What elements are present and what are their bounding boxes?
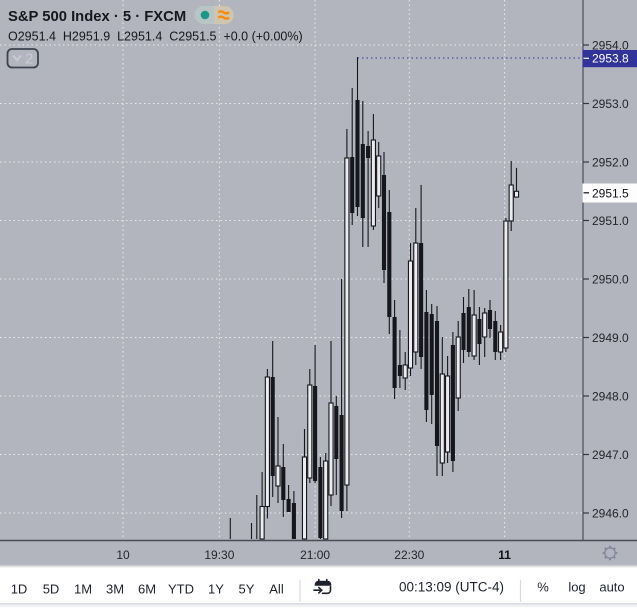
svg-text:2947.0: 2947.0 (592, 448, 629, 462)
svg-text:5Y: 5Y (239, 582, 255, 597)
svg-text:log: log (568, 580, 585, 595)
svg-text:19:30: 19:30 (204, 548, 234, 562)
svg-text:3M: 3M (106, 582, 124, 597)
svg-text:YTD: YTD (168, 582, 194, 597)
svg-text:10: 10 (116, 548, 130, 562)
svg-text:2949.0: 2949.0 (592, 331, 629, 345)
svg-text:2948.0: 2948.0 (592, 389, 629, 403)
svg-text:O2951.4 H2951.9 L2951.4 C29: O2951.4 H2951.9 L2951.4 C2951.5 +0.0 (+0… (8, 30, 303, 44)
svg-text:1Y: 1Y (208, 582, 224, 597)
svg-text:2950.0: 2950.0 (592, 272, 629, 286)
svg-text:2952.0: 2952.0 (592, 155, 629, 169)
svg-text:21:00: 21:00 (300, 548, 330, 562)
svg-text:S&P 500 Index · 5 · FXCM: S&P 500 Index · 5 · FXCM (8, 9, 186, 25)
svg-text:2946.0: 2946.0 (592, 506, 629, 520)
svg-text:All: All (269, 582, 284, 597)
svg-text:2951.0: 2951.0 (592, 214, 629, 228)
svg-text:2953.0: 2953.0 (592, 97, 629, 111)
svg-text:auto: auto (599, 580, 624, 595)
svg-text:%: % (537, 580, 549, 595)
svg-text:2: 2 (25, 51, 33, 68)
svg-text:5D: 5D (43, 582, 60, 597)
svg-text:22:30: 22:30 (394, 548, 424, 562)
svg-text:6M: 6M (138, 582, 156, 597)
svg-text:1M: 1M (74, 582, 92, 597)
svg-text:2951.5: 2951.5 (592, 186, 629, 200)
svg-text:2953.8: 2953.8 (592, 52, 629, 66)
svg-text:1D: 1D (11, 582, 28, 597)
svg-text:11: 11 (498, 548, 511, 562)
svg-text:00:13:09 (UTC-4): 00:13:09 (UTC-4) (399, 580, 504, 595)
